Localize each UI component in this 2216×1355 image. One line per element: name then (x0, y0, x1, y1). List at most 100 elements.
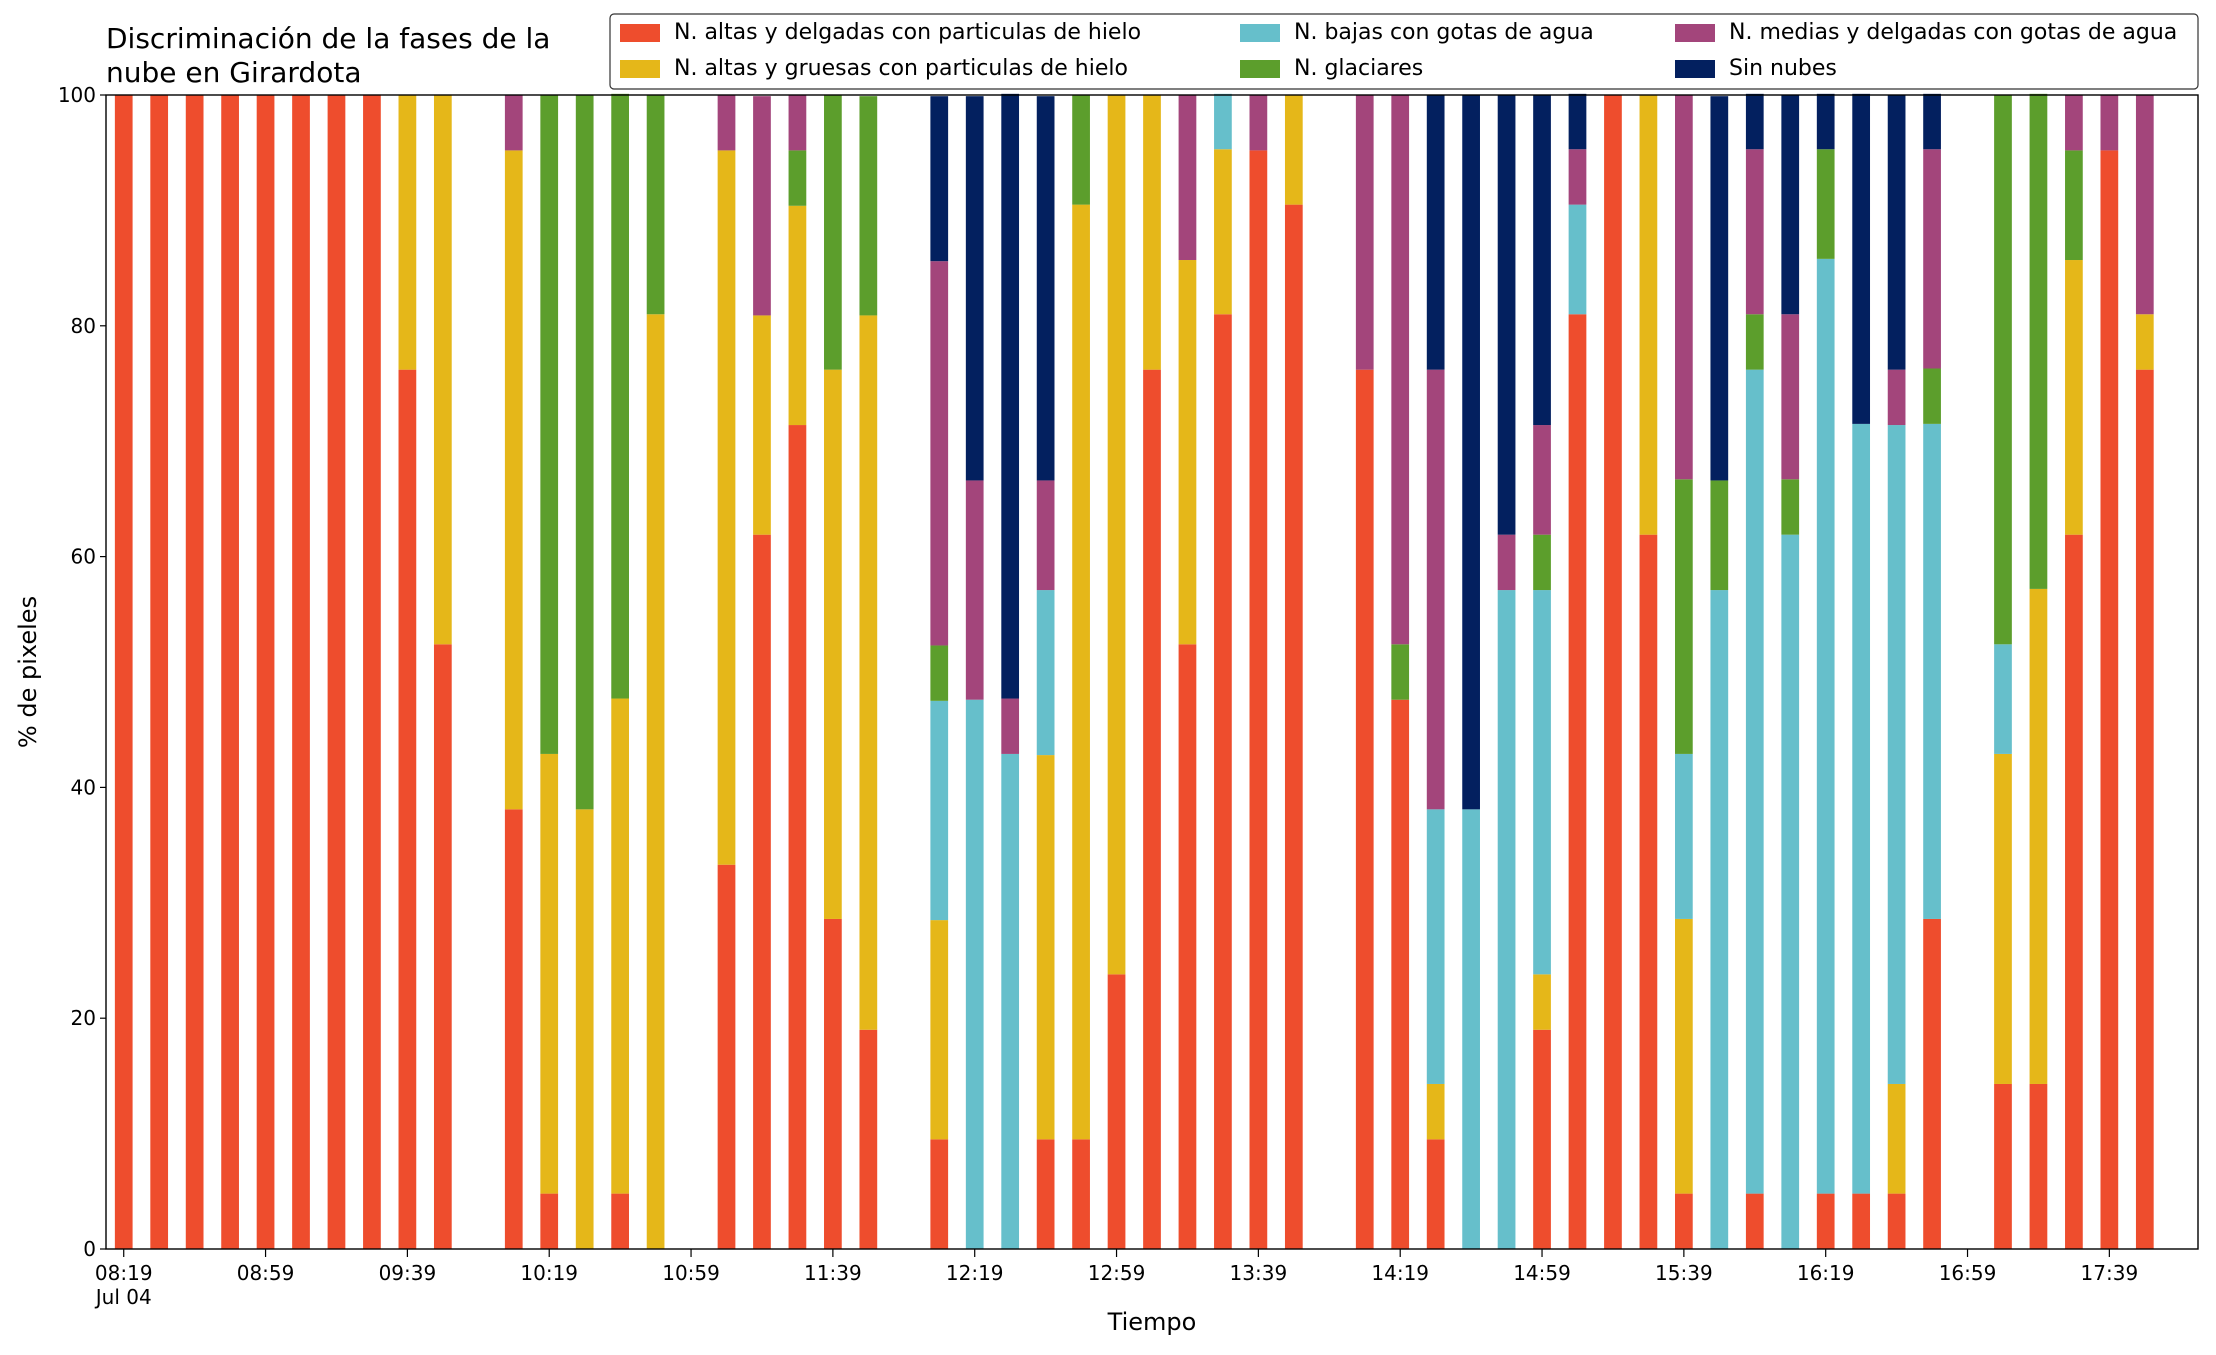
plot-frame (105, 94, 2199, 1250)
bar-segment (1745, 369, 1764, 1194)
bar-segment (1426, 1139, 1445, 1249)
bar-segment (2100, 95, 2119, 151)
bar-segment (1994, 753, 2012, 1084)
bar-segment (1852, 93, 1871, 424)
bar-segment (2029, 93, 2048, 589)
bar-segment (930, 645, 949, 701)
bar-segment (1781, 95, 1800, 315)
bar-segment (1745, 1193, 1764, 1249)
bar-segment (504, 95, 523, 151)
bar-segment (1568, 93, 1587, 150)
bar-segment (1072, 95, 1090, 205)
x-axis-label: Tiempo (1107, 1308, 1197, 1336)
bar-segment (2135, 314, 2154, 370)
bar-segment (2100, 150, 2119, 1250)
bar-segment (1214, 149, 1232, 315)
x-tick-label: 17:39 (2081, 1261, 2139, 1285)
bar-segment (1497, 534, 1516, 591)
bar-segment (2065, 260, 2083, 535)
bar-segment (1923, 918, 1941, 1249)
bar-segment (1391, 644, 1410, 700)
bar-segment (2065, 150, 2083, 261)
y-tick-label: 60 (71, 545, 96, 569)
bar-segment (1923, 368, 1941, 424)
bar-segment (1284, 95, 1303, 205)
bar-segment (1568, 204, 1587, 315)
legend-swatch (1675, 24, 1715, 42)
bar-segment (859, 315, 878, 1030)
bar-segment (1533, 590, 1551, 975)
legend-label: Sin nubes (1729, 56, 1837, 81)
legend-label: N. bajas con gotas de agua (1294, 20, 1594, 45)
bar-segment (1639, 95, 1658, 535)
bar-segment (1355, 369, 1374, 1250)
chart-title: Discriminación de la fases de la nube en… (106, 22, 551, 89)
bar-segment (1426, 809, 1445, 1084)
bar-segment (2135, 369, 2154, 1250)
bar-segment (1391, 699, 1410, 1249)
bar-segment (965, 480, 984, 700)
bar-segment (1426, 1083, 1445, 1140)
bar-segment (1887, 425, 1906, 1084)
x-tick-label: 10:59 (662, 1261, 720, 1285)
bar-segment (2065, 534, 2083, 1249)
bar-segment (575, 809, 594, 1249)
bar-segment (398, 95, 417, 370)
y-tick-label: 80 (71, 314, 96, 338)
bar-segment (1036, 96, 1055, 481)
bar-segment (1816, 1193, 1835, 1249)
y-axis-label: % de pixeles (14, 596, 42, 748)
x-tick-label: 09:39 (379, 1261, 437, 1285)
bar-segment (1178, 260, 1197, 645)
bar-segment (575, 95, 594, 810)
bar-segment (717, 864, 736, 1249)
bar-segment (504, 150, 523, 810)
bar-segment (256, 95, 275, 1249)
bar-segment (1923, 149, 1941, 369)
bar-segment (1745, 149, 1764, 315)
bar-segment (1994, 95, 2012, 645)
legend-swatch (620, 24, 660, 42)
bar-segment (753, 534, 771, 1249)
bar-segment (611, 93, 629, 699)
bar-segment (1533, 534, 1551, 591)
bar-segment (824, 95, 842, 370)
legend: N. altas y delgadas con particulas de hi… (609, 13, 2199, 90)
x-tick-label: 14:19 (1371, 1261, 1429, 1285)
bar-segment (1107, 95, 1126, 975)
bar-segment (753, 96, 771, 316)
y-tick-label: 0 (83, 1237, 96, 1261)
bar-segment (1675, 1193, 1693, 1249)
bar-segment (1745, 93, 1764, 150)
bar-segment (1214, 93, 1232, 150)
bar-segment (1249, 150, 1268, 1250)
bar-segment (859, 96, 878, 316)
bar-segment (398, 369, 417, 1250)
x-tick-label: 16:19 (1797, 1261, 1855, 1285)
bar-segment (1887, 1193, 1906, 1249)
bar-segment (1745, 314, 1764, 370)
bar-segment (1497, 590, 1516, 1249)
bar-segment (1675, 918, 1693, 1194)
legend-swatch (1240, 24, 1280, 42)
legend-label: N. altas y gruesas con particulas de hie… (674, 56, 1128, 81)
bar-segment (1887, 95, 1906, 370)
bar-segment (1426, 95, 1445, 370)
bar-segment (646, 314, 665, 1249)
bar-segment (1072, 1139, 1090, 1249)
bar-segment (1675, 95, 1693, 480)
bar-segment (1568, 149, 1587, 205)
x-tick-label: 15:39 (1655, 1261, 1713, 1285)
bar-segment (930, 1139, 949, 1249)
legend-swatch (1240, 60, 1280, 78)
legend-swatch (1675, 60, 1715, 78)
bar-segment (327, 95, 346, 1249)
bar-segment (2065, 95, 2083, 151)
bar-segment (788, 150, 807, 206)
bar-segment (1036, 755, 1055, 1140)
bar-segment (930, 700, 949, 921)
bar-segment (1994, 644, 2012, 754)
bar-segment (1001, 698, 1020, 754)
bar-segment (824, 918, 842, 1249)
x-tick-label: 12:59 (1088, 1261, 1146, 1285)
